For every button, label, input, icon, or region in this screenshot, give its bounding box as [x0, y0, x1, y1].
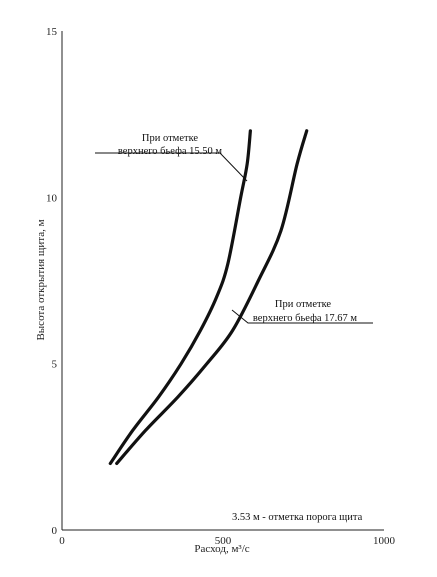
annotation-15-50-leader: [95, 152, 248, 182]
y-tick-labels: 0 5 10 15: [46, 26, 58, 537]
annotation-15-50: При отметке верхнего бьефа 15.50 м: [95, 133, 248, 182]
x-axis-title: Расход, м³/с: [194, 543, 249, 555]
x-tick-label: 0: [59, 535, 65, 547]
x-tick-label: 500: [215, 535, 232, 547]
y-tick-label: 15: [46, 26, 58, 38]
x-tick-label: 1000: [373, 535, 396, 547]
annotation-15-50-line1: При отметке: [142, 133, 199, 144]
annotation-17-67-leader: [231, 309, 373, 324]
y-tick-label: 5: [52, 359, 58, 371]
annotation-17-67: При отметке верхнего бьефа 17.67 м: [231, 299, 373, 324]
series-line-1: [108, 129, 252, 466]
y-tick-label: 0: [52, 525, 58, 537]
y-tick-label: 10: [46, 192, 58, 204]
annotation-17-67-line1: При отметке: [275, 299, 332, 310]
annotation-17-67-line2: верхнего бьефа 17.67 м: [253, 313, 358, 324]
series-line-2: [115, 129, 309, 466]
annotation-15-50-line2: верхнего бьефа 15.50 м: [118, 146, 223, 157]
plot-area: [61, 31, 384, 531]
x-tick-labels: 0 500 1000: [59, 535, 395, 547]
series-group: [108, 129, 309, 466]
threshold-note: 3.53 м - отметка порога щита: [232, 512, 363, 523]
y-axis-title: Высота открытия щита, м: [35, 219, 47, 340]
